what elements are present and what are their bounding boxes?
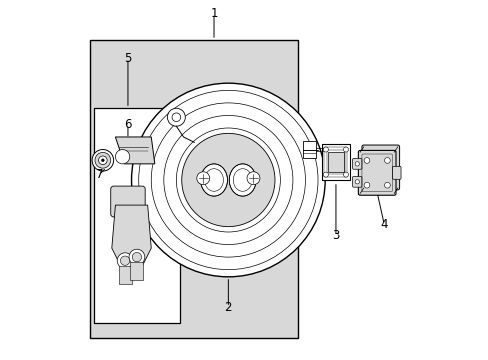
Bar [94, 108, 180, 323]
Circle shape [384, 158, 389, 163]
FancyBboxPatch shape [352, 176, 361, 187]
Bar [130, 262, 143, 280]
Polygon shape [115, 137, 155, 164]
Circle shape [323, 147, 328, 152]
Ellipse shape [200, 164, 227, 196]
Circle shape [132, 252, 142, 262]
FancyBboxPatch shape [361, 145, 399, 190]
Circle shape [196, 172, 209, 185]
Circle shape [92, 149, 113, 171]
Bar [324, 147, 346, 177]
FancyBboxPatch shape [358, 150, 395, 195]
Circle shape [384, 182, 389, 188]
Text: 2: 2 [224, 301, 232, 314]
Circle shape [182, 134, 274, 226]
Circle shape [354, 162, 359, 166]
Bar [119, 266, 131, 284]
Ellipse shape [229, 164, 256, 196]
FancyBboxPatch shape [110, 186, 145, 217]
Text: 5: 5 [124, 51, 131, 64]
Bar [321, 144, 349, 180]
Text: 4: 4 [380, 218, 387, 231]
Circle shape [129, 249, 144, 265]
Text: 7: 7 [95, 168, 103, 181]
Bar [327, 152, 343, 172]
Circle shape [95, 152, 110, 168]
Text: 1: 1 [210, 7, 217, 20]
FancyBboxPatch shape [352, 158, 361, 169]
Circle shape [115, 149, 129, 164]
Circle shape [99, 156, 107, 165]
Circle shape [101, 159, 104, 162]
Circle shape [120, 256, 129, 265]
Text: 3: 3 [331, 229, 339, 242]
Circle shape [131, 83, 325, 277]
Circle shape [343, 172, 348, 177]
Bar [302, 140, 315, 158]
Circle shape [364, 158, 369, 163]
Bar [326, 150, 344, 174]
Bar [90, 40, 298, 338]
Circle shape [246, 172, 260, 185]
Circle shape [364, 182, 369, 188]
Circle shape [167, 108, 185, 126]
Circle shape [117, 253, 133, 269]
FancyBboxPatch shape [392, 166, 400, 179]
Circle shape [354, 180, 359, 184]
Polygon shape [112, 205, 151, 266]
Circle shape [343, 147, 348, 152]
Text: 6: 6 [124, 118, 131, 131]
Circle shape [323, 172, 328, 177]
